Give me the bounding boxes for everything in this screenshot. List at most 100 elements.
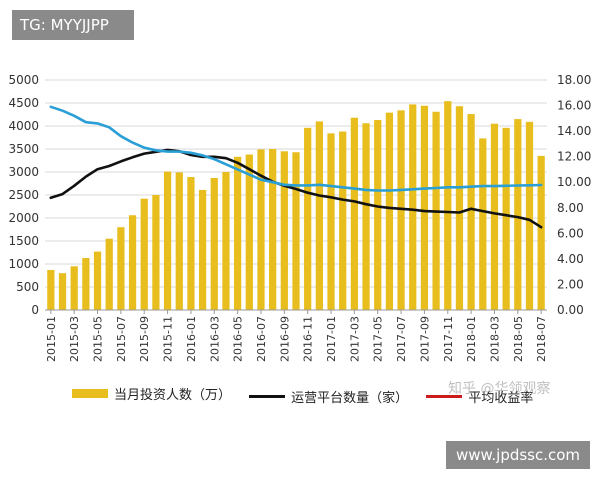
x-tick-label: 2015-05 — [92, 316, 105, 362]
investor-bar — [234, 156, 242, 310]
investor-bar — [187, 177, 195, 310]
x-tick-label: 2018-05 — [512, 316, 525, 362]
x-tick-label: 2016-05 — [232, 316, 245, 362]
investor-bar — [210, 177, 218, 310]
right-tick-label: 8.00 — [557, 201, 584, 215]
x-tick-label: 2017-11 — [442, 316, 455, 362]
left-tick-label: 4000 — [8, 119, 39, 133]
investor-bar — [105, 238, 113, 310]
investor-bar — [58, 273, 67, 310]
x-tick-label: 2018-07 — [535, 316, 548, 362]
left-tick-label: 4500 — [8, 96, 39, 110]
x-tick-label: 2015-01 — [45, 316, 58, 362]
legend-item-platforms: 运营平台数量（家） — [249, 387, 408, 406]
x-tick-label: 2017-07 — [395, 316, 408, 362]
x-tick-label: 2017-09 — [418, 316, 431, 362]
investor-bar — [327, 133, 335, 310]
legend-item-yield: 平均收益率 — [426, 387, 533, 406]
left-tick-label: 3500 — [8, 142, 39, 156]
yield-line — [49, 105, 543, 192]
investor-bar — [93, 251, 102, 310]
zhihu-watermark: 知乎 @华领观察 — [448, 381, 551, 397]
right-tick-label: 16.00 — [557, 99, 591, 113]
platform-count-line — [49, 148, 543, 229]
investor-bar — [280, 151, 288, 310]
investor-bar — [455, 106, 464, 310]
legend-item-investors: 当月投资人数（万） — [72, 384, 231, 403]
right-tick-label: 12.00 — [557, 150, 591, 164]
chart-legend: 当月投资人数（万） 运营平台数量（家） 平均收益率 — [72, 384, 547, 406]
investor-bar — [362, 123, 370, 311]
right-tick-label: 14.00 — [557, 124, 591, 138]
left-tick-label: 1500 — [8, 234, 39, 248]
legend-label-yield: 平均收益率 — [468, 391, 534, 406]
investor-bar — [537, 155, 545, 310]
x-tick-label: 2017-01 — [325, 316, 338, 362]
investor-bar — [222, 172, 230, 310]
legend-swatch-investors — [72, 389, 108, 398]
investor-bar — [467, 114, 475, 310]
investor-bar — [257, 149, 265, 310]
legend-swatch-yield — [426, 395, 463, 398]
right-tick-label: 4.00 — [557, 252, 584, 266]
investor-bar — [350, 117, 358, 310]
right-tick-label: 18.00 — [557, 73, 591, 87]
investor-bar — [397, 110, 405, 310]
x-tick-label: 2017-05 — [372, 316, 385, 362]
left-tick-label: 2500 — [8, 188, 39, 202]
investor-bar — [339, 131, 347, 310]
investor-bar — [82, 258, 90, 310]
right-tick-label: 6.00 — [557, 226, 584, 240]
legend-label-investors: 当月投资人数（万） — [114, 388, 232, 403]
investor-bar — [490, 123, 499, 310]
x-tick-label: 2015-07 — [115, 316, 128, 362]
investor-bar — [140, 198, 148, 310]
series-lines — [49, 105, 543, 229]
legend-label-platforms: 运营平台数量（家） — [291, 391, 409, 406]
right-tick-label: 10.00 — [557, 175, 591, 189]
right-tick-label: 0.00 — [557, 303, 584, 317]
investor-bar — [420, 105, 429, 310]
x-tick-label: 2017-03 — [348, 316, 361, 362]
investor-bar — [292, 152, 300, 310]
legend-swatch-platforms — [249, 395, 286, 398]
left-tick-label: 5000 — [8, 73, 39, 87]
x-tick-label: 2015-09 — [138, 316, 151, 362]
x-tick-label: 2016-11 — [302, 316, 315, 362]
x-tick-label: 2016-03 — [208, 316, 221, 362]
investor-bar — [152, 195, 160, 310]
site-watermark: www.jpdssc.com — [446, 441, 590, 469]
investor-bar — [198, 189, 207, 310]
investor-bar — [117, 227, 125, 310]
investor-bar — [385, 112, 394, 310]
investor-bar — [175, 172, 183, 310]
left-tick-label: 3000 — [8, 165, 39, 179]
x-tick-label: 2015-11 — [162, 316, 175, 362]
x-tick-label: 2015-03 — [68, 316, 81, 362]
x-tick-label: 2018-01 — [465, 316, 478, 362]
investor-bar — [409, 104, 417, 310]
investor-bar — [479, 138, 487, 310]
investor-bar — [163, 171, 172, 310]
investor-bar — [47, 269, 55, 310]
investor-bar — [514, 119, 522, 310]
investor-bar — [502, 127, 510, 310]
investor-bars — [47, 101, 545, 311]
x-tick-label: 2016-09 — [278, 316, 291, 362]
investor-bar — [269, 149, 277, 310]
investor-bar — [304, 127, 312, 310]
x-tick-label: 2016-07 — [255, 316, 268, 362]
investor-bar — [315, 121, 323, 311]
investor-bar — [245, 154, 253, 310]
investor-bar — [444, 101, 452, 310]
left-tick-label: 1000 — [8, 257, 39, 271]
investor-bar — [525, 121, 534, 310]
left-tick-label: 0 — [31, 303, 39, 317]
chart-axes: 0 500 1000 1500 2000 2500 3000 3500 4000 4500 5000… — [8, 73, 591, 362]
investor-bar — [70, 266, 78, 310]
left-tick-label: 500 — [16, 280, 39, 294]
right-tick-label: 2.00 — [557, 277, 584, 291]
investor-bar — [128, 215, 137, 310]
left-tick-label: 2000 — [8, 211, 39, 225]
